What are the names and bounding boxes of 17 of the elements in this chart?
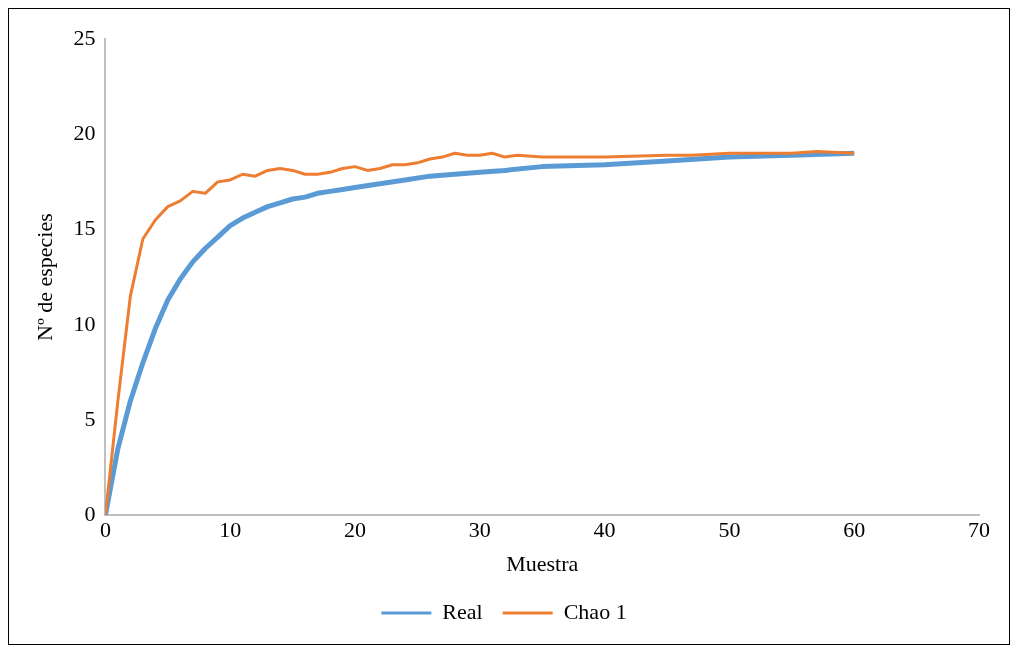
y-tick-label: 20 [73,120,96,146]
x-tick-label: 10 [219,517,242,543]
x-tick-label: 30 [468,517,491,543]
x-tick-label: 40 [593,517,616,543]
y-tick-label: 25 [73,24,96,50]
y-tick-label: 10 [73,310,96,336]
x-axis-title: Muestra [506,550,579,576]
y-tick-label: 15 [73,215,96,241]
x-tick-label: 60 [843,517,866,543]
y-axis-title: Nº de especies [31,213,57,341]
legend-label: Real [442,598,483,624]
y-tick-label: 0 [84,500,96,526]
y-tick-label: 5 [84,405,96,431]
legend-label: Chao 1 [563,598,627,624]
x-tick-label: 50 [718,517,741,543]
x-tick-label: 70 [968,517,990,543]
x-tick-label: 20 [344,517,366,543]
